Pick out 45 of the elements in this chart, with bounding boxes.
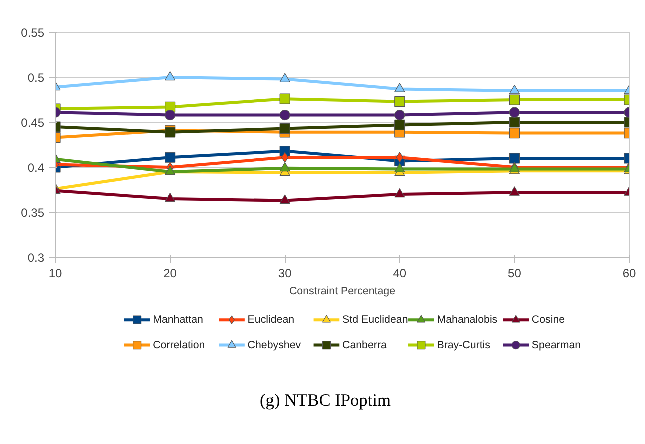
y-tick-label: 0.3: [28, 251, 45, 265]
point: [394, 188, 406, 198]
point: [509, 94, 520, 106]
legend-label: Mahanalobis: [437, 314, 498, 326]
x-tick-label: 50: [508, 266, 522, 280]
text: (g) NTBC IPoptim: [260, 390, 391, 412]
point: [394, 110, 406, 121]
x-tick-label: 10: [48, 266, 62, 280]
point: [165, 152, 176, 163]
point: [394, 163, 406, 172]
legend-label: Cosine: [532, 314, 566, 326]
legend-label: Spearman: [532, 339, 582, 352]
point: [509, 117, 520, 128]
point: [509, 153, 520, 164]
x-axis-title: Constraint Percentage: [289, 286, 396, 298]
legend-label: Bray-Curtis: [437, 339, 491, 352]
y-tick-label: 0.4: [28, 161, 45, 175]
point: [280, 110, 290, 121]
point: [165, 110, 176, 121]
point: [394, 120, 406, 130]
x-tick-label: 60: [622, 266, 636, 280]
point: [280, 194, 290, 204]
point: [281, 152, 289, 163]
point: [280, 162, 290, 172]
legend-label: Euclidean: [248, 314, 295, 326]
point: [509, 128, 520, 139]
y-tick-label: 0.55: [21, 26, 45, 40]
y-tick-label: 0.5: [28, 71, 45, 85]
point: [165, 192, 176, 202]
point: [280, 94, 290, 104]
point: [509, 186, 520, 196]
y-tick-label: 0.45: [21, 116, 45, 130]
point: [280, 124, 290, 134]
legend-label: Correlation: [153, 339, 206, 352]
point: [396, 152, 404, 163]
x-tick-label: 40: [393, 266, 407, 280]
legend-label: Chebyshev: [248, 339, 302, 352]
legend-label: Canberra: [342, 339, 387, 352]
legend-label: Manhattan: [153, 314, 204, 326]
y-tick-label: 0.35: [21, 206, 45, 220]
legend-label: Std Euclidean: [342, 314, 408, 326]
x-tick-label: 30: [278, 266, 292, 280]
point: [509, 107, 520, 118]
x-tick-label: 20: [164, 266, 178, 280]
point: [394, 96, 406, 108]
